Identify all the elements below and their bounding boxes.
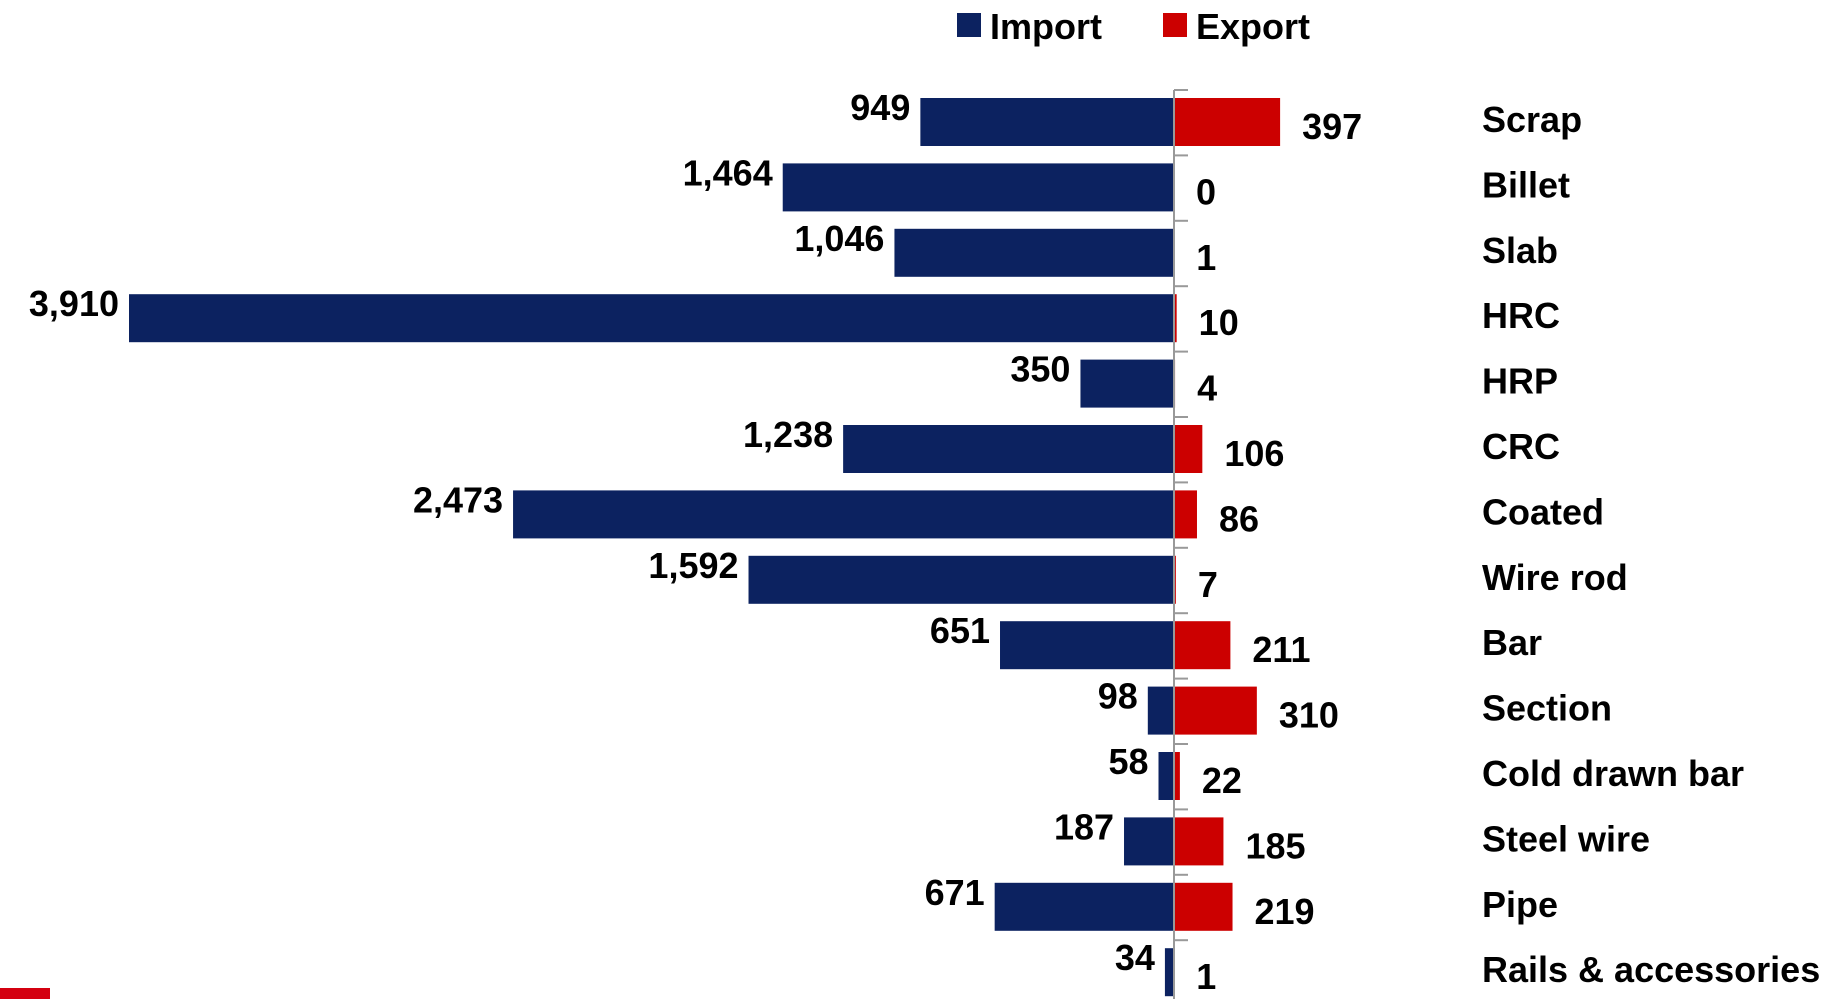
bar-import-hrc [129, 294, 1174, 343]
label-export-coated: 86 [1219, 498, 1259, 539]
label-export-steel-wire: 185 [1245, 825, 1305, 866]
category-label-rails-accessories: Rails & accessories [1482, 949, 1820, 990]
bar-export-hrc [1174, 294, 1177, 343]
label-import-hrc: 3,910 [29, 283, 119, 324]
label-import-cold-drawn-bar: 58 [1108, 741, 1148, 782]
label-import-coated: 2,473 [413, 479, 503, 520]
bar-import-wire-rod [748, 555, 1174, 604]
category-label-slab: Slab [1482, 230, 1558, 271]
category-label-cold-drawn-bar: Cold drawn bar [1482, 753, 1744, 794]
bar-import-crc [843, 425, 1174, 473]
legend-item-export: Export [1163, 6, 1310, 47]
label-export-billet: 0 [1196, 171, 1216, 212]
legend-label-import: Import [990, 6, 1102, 47]
bar-export-cold-drawn-bar [1174, 752, 1180, 800]
bars-layer [129, 98, 1281, 997]
bar-import-slab [894, 228, 1174, 277]
bar-export-coated [1174, 490, 1197, 539]
bar-export-scrap [1174, 98, 1281, 146]
category-label-wire-rod: Wire rod [1482, 557, 1628, 598]
bar-export-bar [1174, 621, 1231, 670]
category-label-crc: CRC [1482, 426, 1560, 467]
label-export-cold-drawn-bar: 22 [1202, 760, 1242, 801]
label-export-scrap: 397 [1302, 106, 1362, 147]
category-label-billet: Billet [1482, 164, 1570, 205]
label-export-hrc: 10 [1199, 302, 1239, 343]
label-import-bar: 651 [930, 610, 990, 651]
label-export-section: 310 [1279, 695, 1339, 736]
label-export-pipe: 219 [1255, 891, 1315, 932]
legend: Import Export [957, 6, 1310, 47]
label-import-wire-rod: 1,592 [648, 545, 738, 586]
label-export-bar: 211 [1252, 629, 1310, 670]
corner-accent-mark [0, 988, 50, 999]
bar-export-crc [1174, 425, 1203, 473]
legend-swatch-import [957, 13, 981, 37]
category-label-hrp: HRP [1482, 361, 1558, 402]
label-export-wire-rod: 7 [1198, 564, 1218, 605]
category-label-scrap: Scrap [1482, 99, 1582, 140]
bar-import-coated [513, 490, 1174, 539]
bar-import-bar [1000, 621, 1174, 670]
bar-import-scrap [920, 98, 1174, 146]
bar-import-billet [782, 163, 1174, 212]
label-import-crc: 1,238 [743, 414, 833, 455]
label-export-slab: 1 [1196, 237, 1216, 278]
bar-import-steel-wire [1124, 817, 1174, 866]
bar-import-pipe [994, 882, 1174, 931]
legend-item-import: Import [957, 6, 1102, 47]
legend-label-export: Export [1196, 6, 1310, 47]
category-label-coated: Coated [1482, 491, 1604, 532]
legend-swatch-export [1163, 13, 1187, 37]
bar-import-cold-drawn-bar [1158, 752, 1174, 800]
category-label-steel-wire: Steel wire [1482, 818, 1650, 859]
labels-layer: 949 397 Scrap 1,464 0 Billet 1,046 1 Slab 3,910 10… [29, 87, 1820, 997]
bar-import-hrp [1080, 359, 1174, 408]
category-label-bar: Bar [1482, 622, 1542, 663]
label-import-steel-wire: 187 [1054, 806, 1114, 847]
category-label-pipe: Pipe [1482, 884, 1558, 925]
bar-export-steel-wire [1174, 817, 1224, 866]
bar-import-section [1147, 686, 1174, 735]
bar-export-pipe [1174, 882, 1233, 931]
label-export-rails-accessories: 1 [1196, 956, 1216, 997]
label-import-hrp: 350 [1010, 349, 1070, 390]
bar-import-rails-accessories [1164, 948, 1174, 997]
bar-export-section [1174, 686, 1257, 735]
center-axis [1173, 89, 1188, 999]
category-label-section: Section [1482, 688, 1612, 729]
label-export-hrp: 4 [1197, 368, 1217, 409]
label-import-billet: 1,464 [683, 152, 773, 193]
label-import-section: 98 [1098, 676, 1138, 717]
label-import-scrap: 949 [850, 87, 910, 128]
label-import-pipe: 671 [925, 872, 985, 913]
label-import-rails-accessories: 34 [1115, 937, 1155, 978]
label-import-slab: 1,046 [794, 218, 884, 259]
category-label-hrc: HRC [1482, 295, 1560, 336]
label-export-crc: 106 [1224, 433, 1284, 474]
